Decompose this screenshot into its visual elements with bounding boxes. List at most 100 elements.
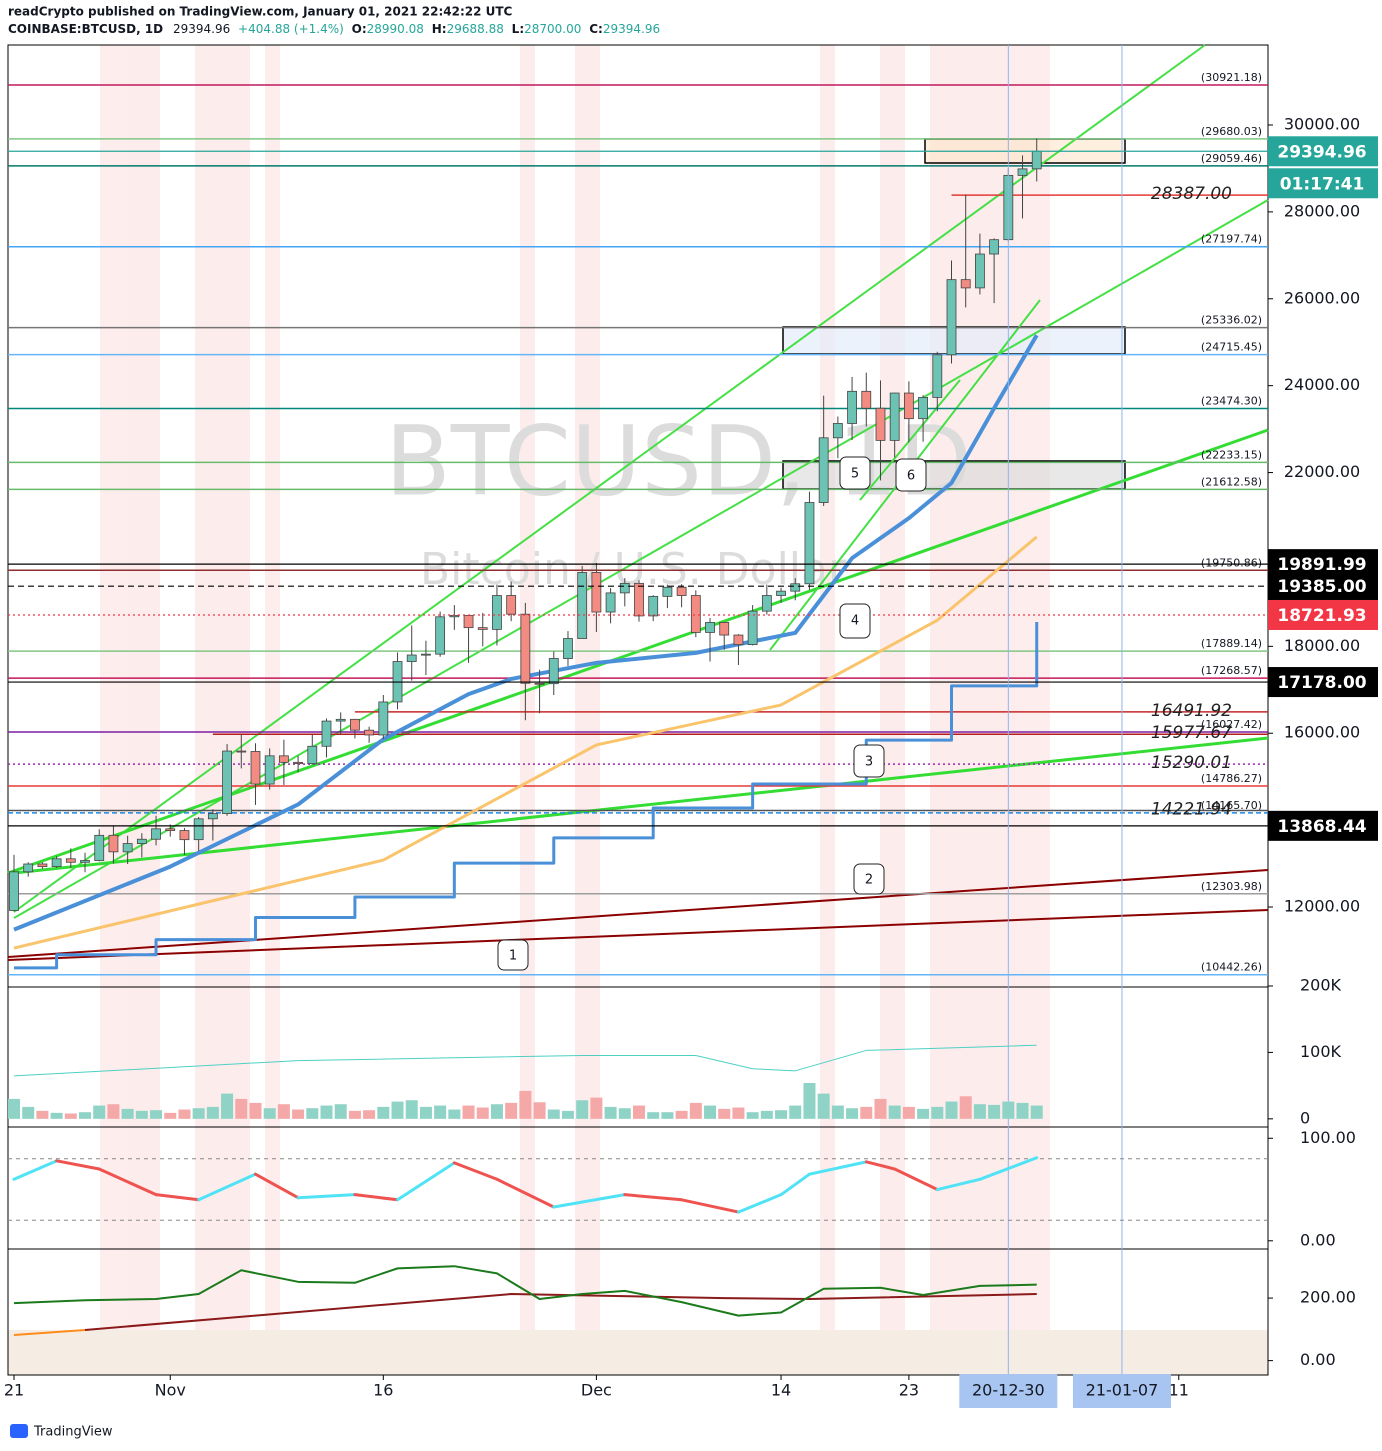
candle-body [918, 396, 928, 420]
volume-bar [533, 1102, 546, 1119]
candle-body [236, 750, 247, 753]
price-badge-label: 18721.93 [1277, 606, 1366, 626]
candle-body [563, 638, 573, 659]
volume-bar [647, 1112, 660, 1119]
indicator-segment [779, 1172, 811, 1197]
volume-bar [476, 1107, 489, 1119]
volume-bar [1002, 1101, 1015, 1119]
candle-body [335, 718, 346, 722]
change: +404.88 (+1.4%) [238, 22, 344, 36]
indicator-segment [197, 1172, 257, 1202]
volume-bar [831, 1105, 844, 1119]
volume-bar [334, 1104, 347, 1119]
candle-body [690, 595, 701, 633]
callout-box [839, 456, 871, 490]
candle-body [9, 871, 19, 911]
indicator-segment [253, 1172, 300, 1200]
x-badge-label: 20-12-30 [972, 1381, 1045, 1400]
level-label: (21612.58) [1201, 475, 1262, 488]
candle-body [534, 682, 545, 685]
candle-body [747, 610, 758, 645]
volume-bar [931, 1106, 944, 1119]
x-badge [1072, 1374, 1171, 1408]
callout: 4 [851, 614, 859, 629]
volume-bar [704, 1105, 717, 1119]
candle-body [577, 572, 588, 639]
callout-box [853, 863, 885, 895]
candle-body [676, 586, 687, 596]
volume-bar [618, 1108, 631, 1119]
candle-body [591, 572, 602, 613]
volume-bar [760, 1110, 773, 1119]
header: readCrypto published on TradingView.com,… [8, 5, 660, 1440]
candle-body [619, 582, 630, 594]
y-tick-label: 30000.00 [1284, 114, 1360, 133]
indicator-segment [12, 1159, 59, 1181]
candle-body [733, 634, 744, 645]
price-badge [1268, 136, 1378, 167]
level-label: (17268.57) [1201, 664, 1262, 677]
candle-body [776, 590, 786, 596]
volume-bar [434, 1105, 447, 1119]
candle-body [350, 718, 360, 731]
candle-body [23, 863, 34, 873]
volume-bar [519, 1090, 532, 1119]
indicator-segment [154, 1193, 201, 1202]
price-badge [1268, 810, 1378, 841]
volume-bar [775, 1110, 788, 1119]
volume-bar [547, 1109, 560, 1119]
volume-bar [561, 1110, 574, 1119]
level-label: (16027.42) [1201, 718, 1262, 731]
price-badge-label: 13868.44 [1277, 817, 1366, 837]
volume-bar [178, 1109, 191, 1119]
level-label: 14221.94 [1151, 799, 1232, 819]
volume-bar [22, 1106, 35, 1119]
candle-body [832, 423, 843, 439]
level-label: (27197.74) [1201, 233, 1262, 246]
x-tick-label: 14 [771, 1381, 791, 1400]
volume-bar [1016, 1102, 1029, 1119]
volume-bar [36, 1110, 49, 1119]
ohlc-label: C: [589, 22, 603, 36]
ohlc-label: L: [512, 22, 524, 36]
candle-body [65, 858, 76, 863]
indicator-segment [97, 1167, 158, 1197]
indicator-line [13, 535, 1038, 950]
ohlc-value: 29688.88 [447, 22, 504, 36]
indicator-line [14, 622, 1039, 970]
y-tick-label: 0.00 [1300, 1230, 1336, 1249]
candle-body [506, 595, 517, 615]
level-label: (19750.86) [1201, 556, 1262, 569]
indicator-segment [680, 1198, 740, 1214]
level-label: 16491.92 [1151, 701, 1232, 721]
candle-body [378, 701, 389, 736]
level-label: (25336.02) [1201, 314, 1262, 327]
level-label: 28387.00 [1151, 184, 1232, 204]
candle-body [975, 253, 985, 289]
volume-bar [860, 1106, 873, 1119]
ohlc-value: 29394.96 [603, 22, 660, 36]
candle-body [449, 615, 460, 618]
candle-body [37, 863, 48, 868]
level-label: (10442.26) [1201, 961, 1262, 974]
x-tick-label: 11 [1169, 1381, 1189, 1400]
indicator-segment [893, 1167, 939, 1192]
price-badge [1268, 571, 1378, 602]
price-badge [1268, 667, 1378, 698]
volume-bar [405, 1100, 418, 1119]
volume-bar [348, 1110, 361, 1119]
callout: 6 [907, 469, 915, 484]
price-badge-label: 19891.99 [1277, 555, 1366, 575]
ohlc-value: 28700.00 [524, 22, 581, 36]
candle-body [705, 622, 715, 633]
candle-body [122, 843, 133, 853]
price-badge-label: 19385.00 [1277, 577, 1366, 597]
y-tick-label: 100.00 [1300, 1128, 1356, 1147]
volume-bar [221, 1093, 234, 1119]
candle-body [605, 592, 616, 613]
level-label: (29680.03) [1201, 125, 1262, 138]
highlight [195, 45, 250, 1375]
volume-bar [107, 1104, 120, 1119]
volume-bar [803, 1082, 816, 1119]
candle-body [293, 761, 303, 765]
